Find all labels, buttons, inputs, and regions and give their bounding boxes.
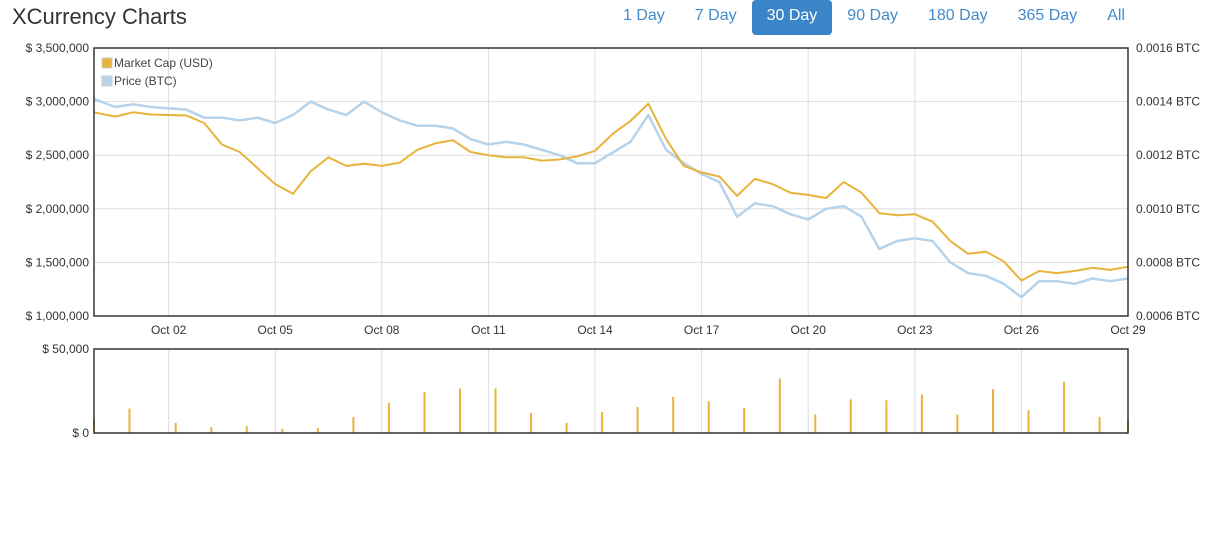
volume-chart-ticks: $ 0 $ 50,000 [42, 342, 89, 440]
main-chart-ticks: $ 1,000,000 $ 1,500,000 $ 2,000,000 $ 2,500… [26, 41, 1201, 337]
volume-bar [601, 412, 604, 433]
y-right-tick-label: 0.0012 BTC [1136, 148, 1200, 162]
y-left-tick-label: $ 3,500,000 [26, 41, 90, 55]
y-right-tick-label: 0.0010 BTC [1136, 202, 1200, 216]
y-right-tick-label: 0.0006 BTC [1136, 309, 1200, 323]
x-tick-label: Oct 20 [791, 323, 827, 337]
volume-bar [1063, 381, 1065, 433]
x-tick-label: Oct 05 [258, 323, 294, 337]
legend-label-price: Price (BTC) [114, 74, 177, 88]
y-left-tick-label: $ 2,000,000 [26, 202, 90, 216]
volume-bar [814, 414, 817, 433]
volume-bar [672, 396, 675, 433]
volume-bar [245, 426, 248, 433]
volume-bar [992, 389, 994, 433]
y-left-tick-label: $ 1,500,000 [26, 255, 90, 269]
main-chart-lines [93, 97, 1129, 299]
volume-bar [565, 422, 568, 433]
volume-bar [956, 414, 959, 433]
volume-bar [920, 394, 923, 433]
x-tick-label: Oct 08 [364, 323, 400, 337]
volume-bar [1098, 417, 1101, 433]
main-chart-frame [93, 47, 1129, 317]
range-all-button[interactable]: All [1107, 7, 1125, 24]
range-1-day-button[interactable]: 1 Day [623, 7, 665, 24]
volume-bar [707, 401, 710, 433]
volume-bar [778, 378, 781, 433]
main-chart-grid [94, 47, 1129, 317]
volume-bar [174, 422, 177, 433]
y-left-tick-label: $ 1,000,000 [26, 309, 90, 323]
volume-chart-bars [93, 378, 1129, 433]
legend-label-market-cap: Market Cap (USD) [114, 56, 213, 70]
volume-bar [743, 407, 746, 433]
x-tick-label: Oct 02 [151, 323, 187, 337]
volume-bar [387, 402, 390, 433]
volume-bar [316, 428, 319, 433]
volume-bar [459, 388, 461, 433]
price-line [93, 97, 1129, 299]
range-180-day-button[interactable]: 180 Day [928, 7, 988, 24]
volume-y-tick-label: $ 0 [72, 426, 89, 440]
legend-swatch-price [101, 75, 113, 87]
volume-bar [210, 427, 213, 433]
range-90-day-button[interactable]: 90 Day [847, 7, 898, 24]
y-right-tick-label: 0.0008 BTC [1136, 255, 1200, 269]
volume-bar [885, 400, 888, 433]
page-title: XCurrency Charts [12, 4, 187, 29]
volume-bar [281, 428, 284, 433]
range-selector: 1 Day 7 Day 30 Day 90 Day 180 Day 365 Da… [608, 0, 1140, 37]
volume-bar [423, 391, 426, 433]
x-tick-label: Oct 26 [1004, 323, 1040, 337]
volume-bar [1027, 410, 1030, 433]
volume-bar [530, 412, 533, 433]
x-tick-label: Oct 23 [897, 323, 933, 337]
volume-bar [849, 399, 852, 433]
y-left-tick-label: $ 2,500,000 [26, 148, 90, 162]
volume-y-tick-label: $ 50,000 [42, 342, 89, 356]
volume-bar [494, 388, 497, 433]
y-left-tick-label: $ 3,000,000 [26, 95, 90, 109]
volume-chart-grid [168, 349, 1129, 433]
volume-bar [636, 407, 639, 433]
x-tick-label: Oct 29 [1110, 323, 1146, 337]
range-7-day-button[interactable]: 7 Day [694, 7, 737, 24]
volume-bar [352, 417, 355, 433]
market-cap-line [93, 102, 1129, 282]
legend-swatch-market-cap [101, 57, 113, 69]
volume-bar [128, 408, 131, 433]
y-right-tick-label: 0.0014 BTC [1136, 95, 1200, 109]
x-tick-label: Oct 11 [471, 323, 506, 337]
x-tick-label: Oct 14 [577, 323, 613, 337]
volume-chart-frame [93, 348, 1129, 434]
x-tick-label: Oct 17 [684, 323, 720, 337]
range-365-day-button[interactable]: 365 Day [1017, 7, 1078, 24]
range-30-day-button[interactable]: 30 Day [751, 0, 833, 35]
chart-legend: Market Cap (USD) Price (BTC) [101, 56, 213, 88]
y-right-tick-label: 0.0016 BTC [1136, 41, 1200, 55]
